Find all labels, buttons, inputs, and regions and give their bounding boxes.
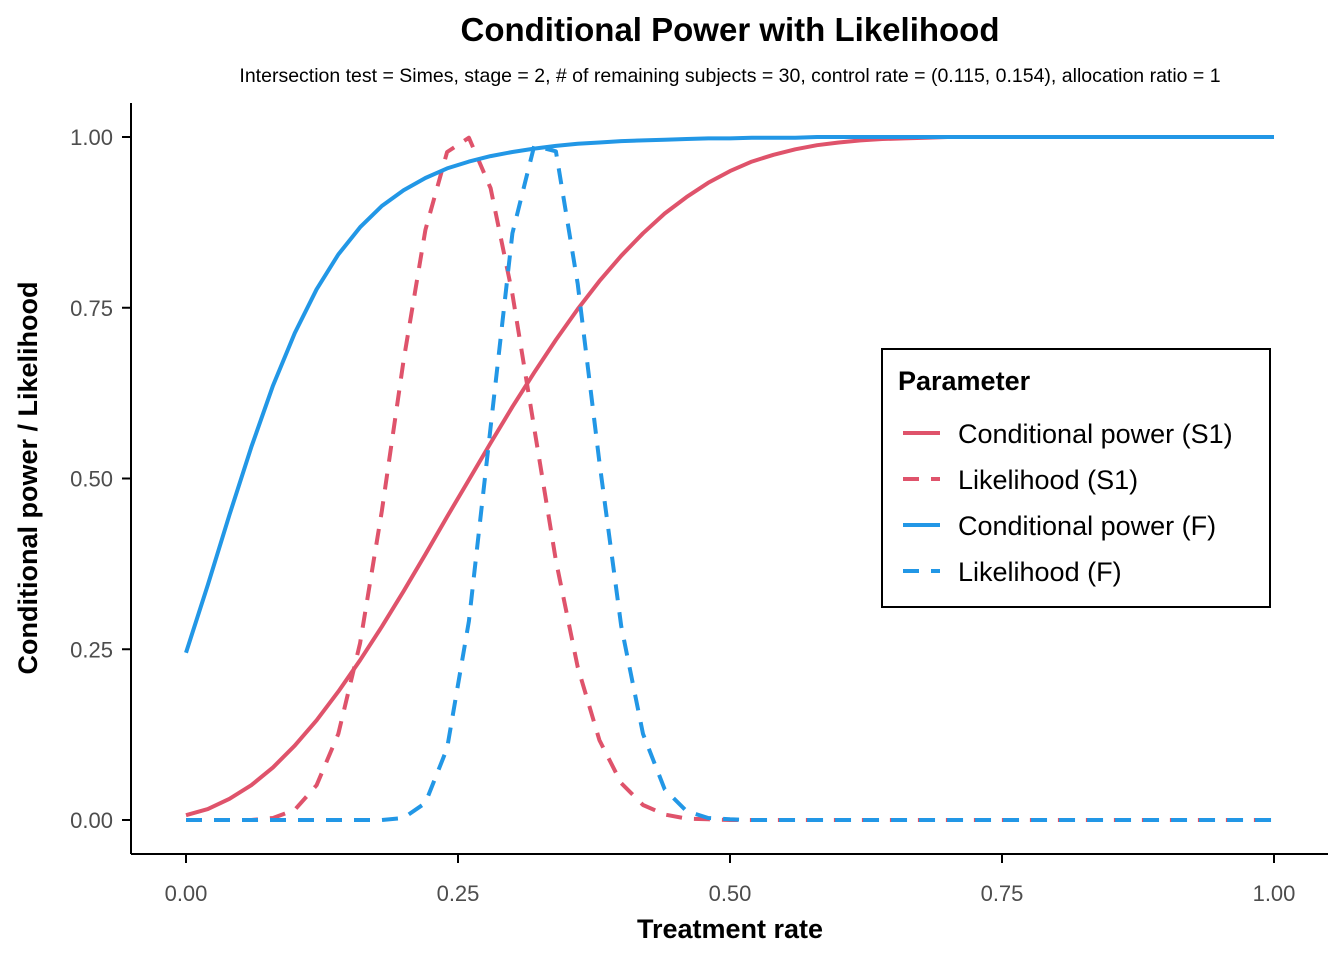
legend: Parameter Conditional power (S1) Likeliho… [881,348,1271,608]
series-layer [184,135,1274,822]
x-tick-label: 0.25 [437,881,480,906]
x-axis-ticks: 0.00 0.25 0.50 0.75 1.00 [165,854,1296,906]
x-tick-label: 1.00 [1253,881,1296,906]
x-tick-label: 0.75 [981,881,1024,906]
legend-label: Conditional power (S1) [958,419,1233,449]
legend-box [881,348,1271,608]
y-tick-label: 0.50 [70,467,113,492]
legend-label: Likelihood (F) [958,557,1122,587]
series-line-likelihood-f [186,143,1274,822]
y-tick-label: 0.00 [70,808,113,833]
legend-label: Likelihood (S1) [958,465,1138,495]
y-tick-label: 1.00 [70,125,113,150]
legend-label: Conditional power (F) [958,511,1216,541]
x-axis-title: Treatment rate [637,914,823,944]
legend-title: Parameter [898,366,1031,396]
y-axis-title: Conditional power / Likelihood [13,282,43,675]
chart-subtitle: Intersection test = Simes, stage = 2, # … [239,65,1220,87]
x-tick-label: 0.50 [709,881,752,906]
y-tick-label: 0.25 [70,637,113,662]
y-tick-label: 0.75 [70,296,113,321]
series-line-conditional-power-f [184,135,1274,654]
y-axis-ticks: 0.00 0.25 0.50 0.75 1.00 [70,125,131,833]
chart-title: Conditional Power with Likelihood [461,11,1000,48]
x-tick-label: 0.00 [165,881,208,906]
